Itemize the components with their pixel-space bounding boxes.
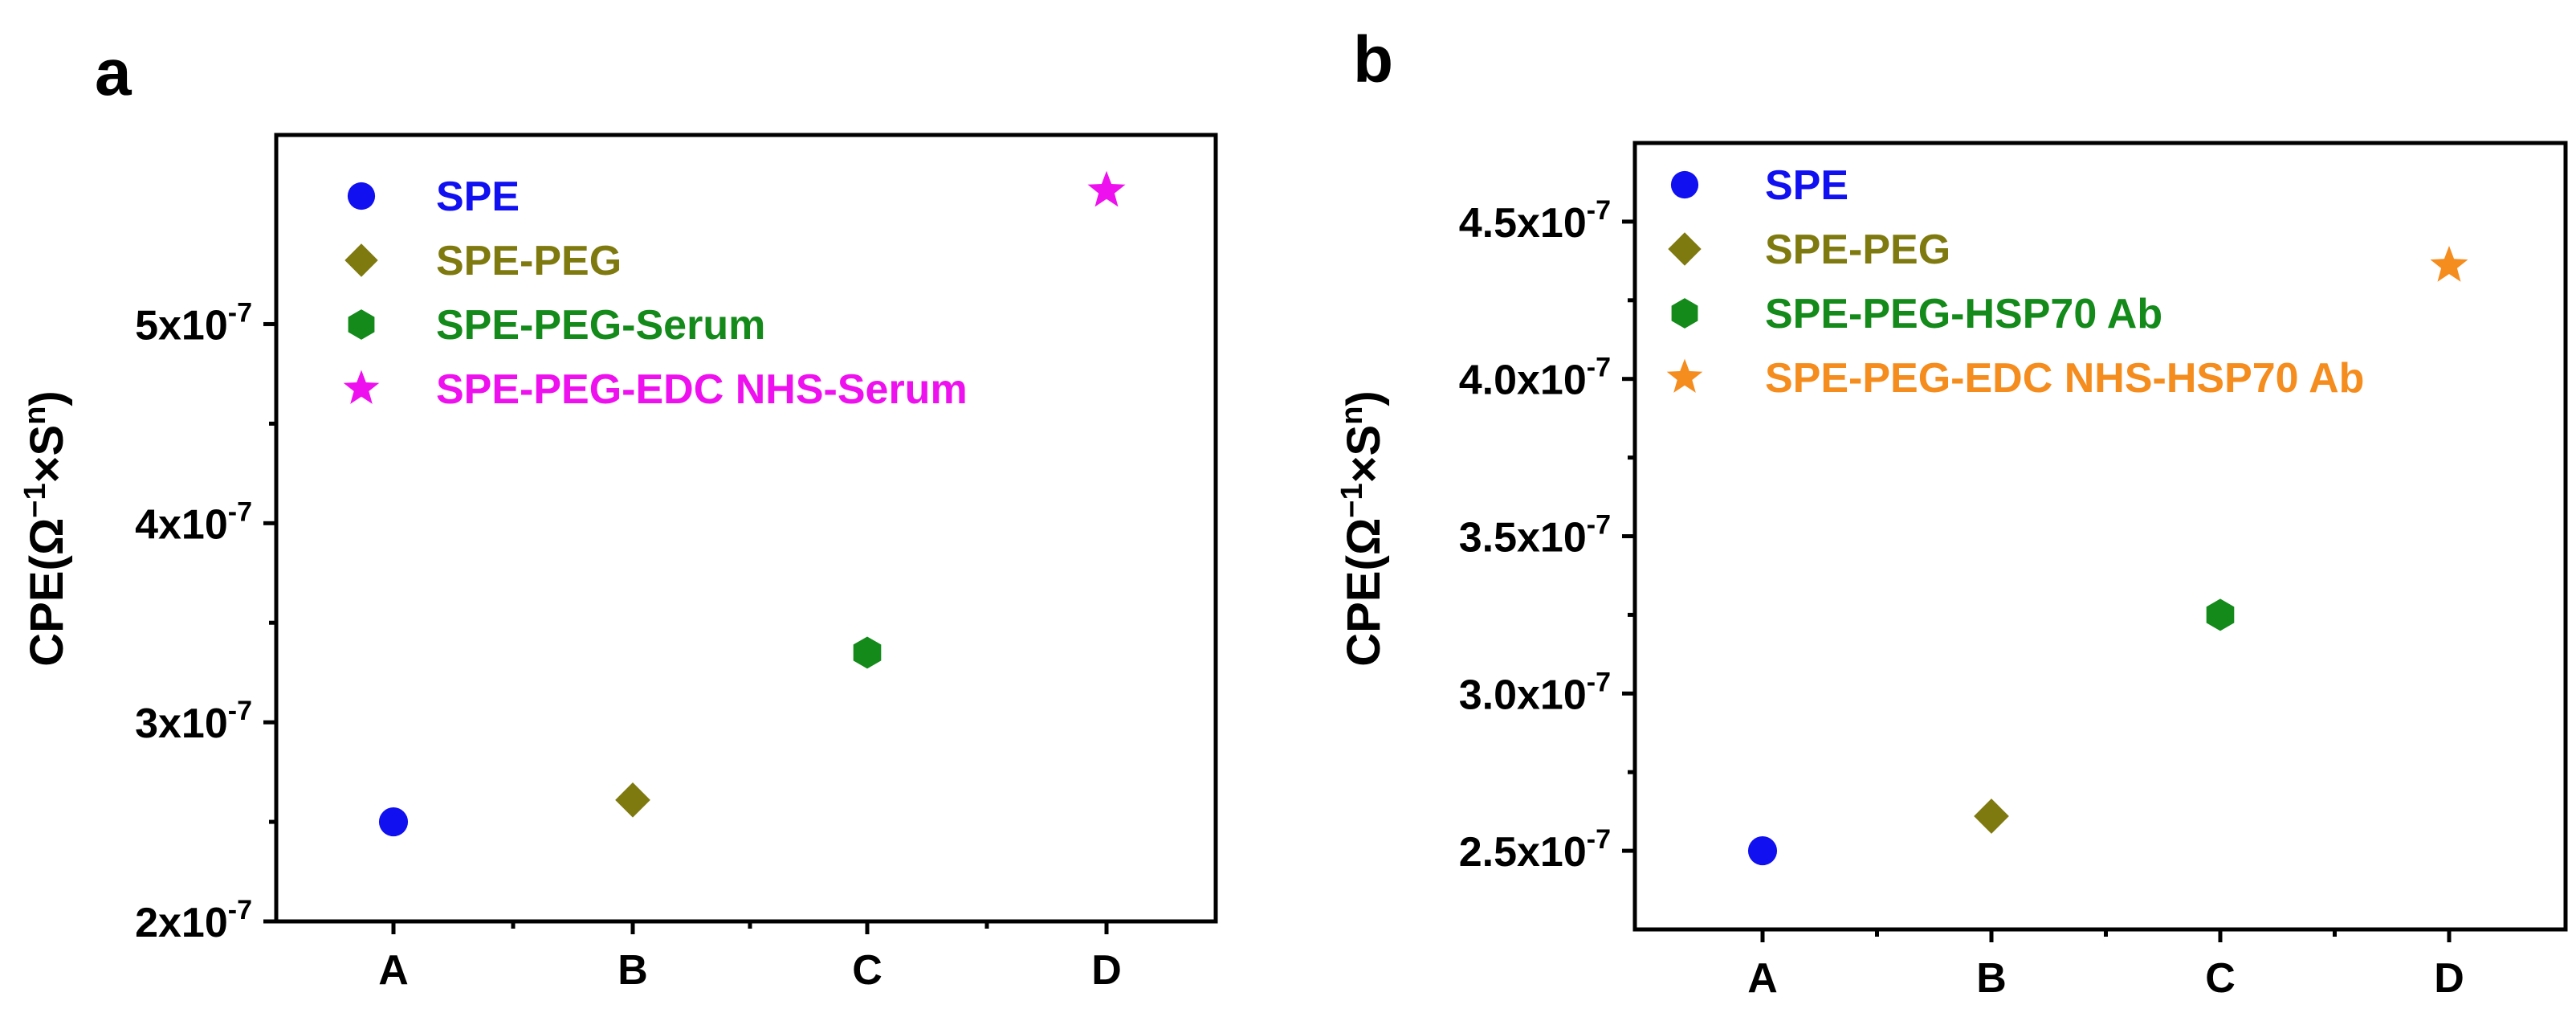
x-tick-label-c: C <box>852 947 882 994</box>
x-tick-label-a: A <box>378 947 409 994</box>
x-tick-label-a: A <box>1747 955 1778 1002</box>
y-tick-label: 4.5x10-7 <box>1459 195 1611 247</box>
x-tick-label-c: C <box>2205 955 2236 1002</box>
panel-b-chart: 2.5x10-7 3.0x10-7 3.5x10-7 4.0x10-7 4.5x10-7… <box>1335 141 2568 1002</box>
data-point-a <box>1747 836 1778 866</box>
x-tick-label-b: B <box>1976 955 2007 1002</box>
panel-label-a: a <box>95 36 132 109</box>
y-tick-label: 3x10-7 <box>135 696 252 747</box>
x-tick-label-b: B <box>618 947 648 994</box>
y-tick-label: 4.0x10-7 <box>1459 353 1611 404</box>
legend-marker <box>343 370 380 404</box>
y-tick-label: 2.5x10-7 <box>1459 824 1611 876</box>
legend-marker <box>347 182 376 210</box>
x-tick-label-d: D <box>2434 955 2464 1002</box>
data-point-d <box>1087 170 1126 207</box>
legend-marker <box>1670 170 1699 199</box>
legend-marker <box>344 243 378 277</box>
y-axis-title: CPE(Ω−1×Sn) <box>1335 390 1390 667</box>
data-point-c <box>853 636 882 669</box>
y-tick-label: 4x10-7 <box>135 496 252 548</box>
legend-label: SPE-PEG-EDC NHS-HSP70 Ab <box>1765 355 2364 402</box>
y-tick-label: 3.5x10-7 <box>1459 510 1611 562</box>
legend-label: SPE-PEG-HSP70 Ab <box>1765 291 2162 337</box>
legend-label: SPE-PEG <box>1765 227 1950 273</box>
y-tick-label: 2x10-7 <box>135 895 252 946</box>
plot-frame <box>274 133 1218 924</box>
legend-marker <box>1671 298 1698 329</box>
data-point-d <box>2430 246 2468 282</box>
legend-label: SPE-PEG-Serum <box>436 302 765 349</box>
y-tick-label: 3.0x10-7 <box>1459 667 1611 718</box>
legend-label: SPE <box>1765 162 1848 209</box>
data-point-c <box>2206 598 2235 631</box>
legend-marker <box>1666 358 1703 393</box>
legend-marker <box>348 309 375 340</box>
panel-label-b: b <box>1353 23 1393 96</box>
legend-label: SPE <box>436 174 520 220</box>
x-tick-label-d: D <box>1091 947 1122 994</box>
legend-marker <box>1668 232 1702 266</box>
data-point-a <box>378 807 409 837</box>
data-point-b <box>615 782 650 818</box>
panel-a-chart: 2x10-7 3x10-7 4x10-7 5x10-7 A B C D CPE(Ω−1×Sn) S… <box>18 133 1218 994</box>
legend-label: SPE-PEG-EDC NHS-Serum <box>436 366 968 413</box>
data-point-b <box>1974 798 2009 834</box>
y-tick-label: 5x10-7 <box>135 297 252 349</box>
y-axis-title: CPE(Ω−1×Sn) <box>18 390 73 667</box>
legend-label: SPE-PEG <box>436 238 622 284</box>
